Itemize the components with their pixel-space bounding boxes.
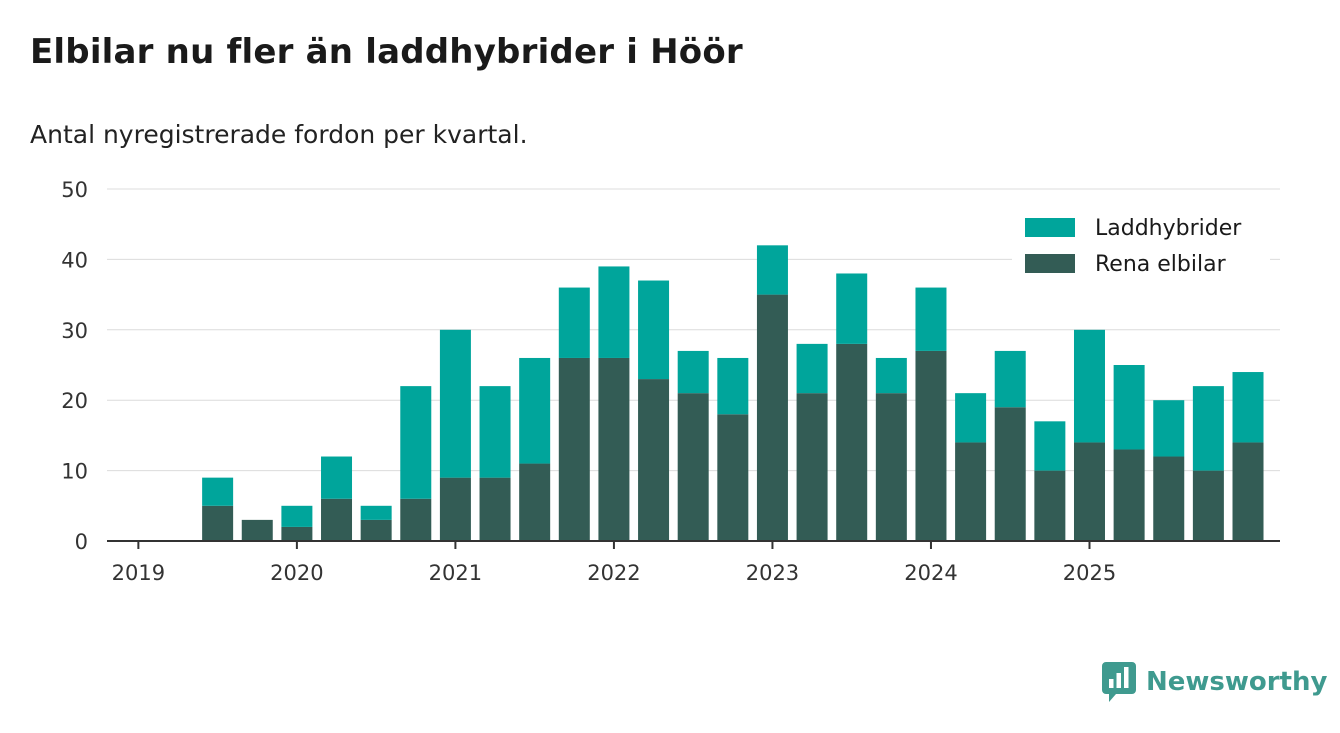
- bar-laddhybrider: [994, 350, 1026, 408]
- bar-laddhybrider: [796, 343, 828, 394]
- x-tick-label: 2020: [270, 561, 323, 585]
- bar-rena-elbilar: [400, 498, 432, 541]
- legend-label: Rena elbilar: [1095, 252, 1227, 277]
- bar-laddhybrider: [360, 505, 392, 520]
- x-tick-label: 2024: [904, 561, 957, 585]
- bar-rena-elbilar: [994, 407, 1026, 541]
- bar-laddhybrider: [321, 456, 353, 499]
- bar-rena-elbilar: [439, 477, 471, 541]
- bar-rena-elbilar: [638, 379, 670, 541]
- bar-rena-elbilar: [202, 505, 234, 541]
- newsworthy-logo-icon: [1102, 662, 1136, 702]
- bar-laddhybrider: [717, 357, 749, 415]
- bar-rena-elbilar: [796, 393, 828, 541]
- brand-name: Newsworthy: [1146, 667, 1328, 697]
- bar-rena-elbilar: [1034, 470, 1066, 541]
- bar-rena-elbilar: [915, 350, 947, 541]
- y-tick-label: 20: [61, 389, 88, 413]
- bar-rena-elbilar: [1192, 470, 1224, 541]
- bar-rena-elbilar: [1073, 442, 1105, 541]
- bar-laddhybrider: [915, 287, 947, 351]
- x-tick-label: 2019: [112, 561, 165, 585]
- brand: Newsworthy: [1102, 662, 1327, 702]
- bar-laddhybrider: [1153, 400, 1185, 457]
- bar-laddhybrider: [955, 393, 987, 443]
- y-axis-ticks: 0 10 20 30 40 50: [61, 178, 88, 554]
- bar-laddhybrider: [1034, 421, 1066, 471]
- bar-rena-elbilar: [717, 414, 749, 541]
- bar-laddhybrider: [836, 273, 868, 344]
- x-tick-label: 2023: [746, 561, 799, 585]
- bar-laddhybrider: [1073, 329, 1105, 443]
- legend-swatch: [1025, 218, 1075, 237]
- x-axis-ticks: 2019 2020 2021 2022 2023 2024 2025: [112, 541, 1116, 585]
- chart-title: Elbilar nu fler än laddhybrider i Höör: [30, 32, 743, 72]
- legend-label: Laddhybrider: [1095, 216, 1242, 241]
- bar-laddhybrider: [281, 505, 313, 527]
- bar-laddhybrider: [439, 329, 471, 478]
- legend: Laddhybrider Rena elbilar: [1012, 208, 1270, 278]
- bar-laddhybrider: [677, 350, 709, 394]
- x-tick-label: 2021: [429, 561, 482, 585]
- legend-swatch: [1025, 254, 1075, 273]
- y-tick-label: 0: [75, 530, 88, 554]
- bar-rena-elbilar: [479, 477, 511, 541]
- bar-laddhybrider: [875, 357, 907, 394]
- bar-laddhybrider: [1113, 365, 1145, 450]
- bar-rena-elbilar: [756, 294, 788, 541]
- x-tick-label: 2022: [587, 561, 640, 585]
- y-tick-label: 40: [61, 248, 88, 272]
- bar-rena-elbilar: [360, 519, 392, 541]
- y-tick-label: 10: [61, 460, 88, 484]
- bar-laddhybrider: [558, 287, 590, 358]
- bar-laddhybrider: [519, 357, 551, 464]
- chart-subtitle: Antal nyregistrerade fordon per kvartal.: [30, 120, 528, 149]
- x-tick-label: 2025: [1063, 561, 1116, 585]
- bar-laddhybrider: [1192, 386, 1224, 471]
- bars: [202, 245, 1264, 541]
- bar-rena-elbilar: [677, 393, 709, 541]
- bar-laddhybrider: [479, 386, 511, 478]
- y-tick-label: 50: [61, 178, 88, 202]
- bar-rena-elbilar: [875, 393, 907, 541]
- y-tick-label: 30: [61, 319, 88, 343]
- bar-rena-elbilar: [321, 498, 353, 541]
- bar-laddhybrider: [400, 386, 432, 499]
- bar-rena-elbilar: [1232, 442, 1264, 541]
- bar-rena-elbilar: [519, 463, 551, 541]
- bar-rena-elbilar: [558, 357, 590, 541]
- bar-rena-elbilar: [1113, 449, 1145, 541]
- bar-rena-elbilar: [1153, 456, 1185, 541]
- bar-rena-elbilar: [241, 519, 273, 541]
- bar-rena-elbilar: [281, 526, 313, 541]
- bar-laddhybrider: [1232, 372, 1264, 443]
- bar-rena-elbilar: [598, 357, 630, 541]
- bar-laddhybrider: [756, 245, 788, 295]
- bar-rena-elbilar: [955, 442, 987, 541]
- bar-laddhybrider: [598, 266, 630, 358]
- bar-rena-elbilar: [836, 343, 868, 541]
- bar-laddhybrider: [638, 280, 670, 380]
- bar-laddhybrider: [202, 477, 234, 506]
